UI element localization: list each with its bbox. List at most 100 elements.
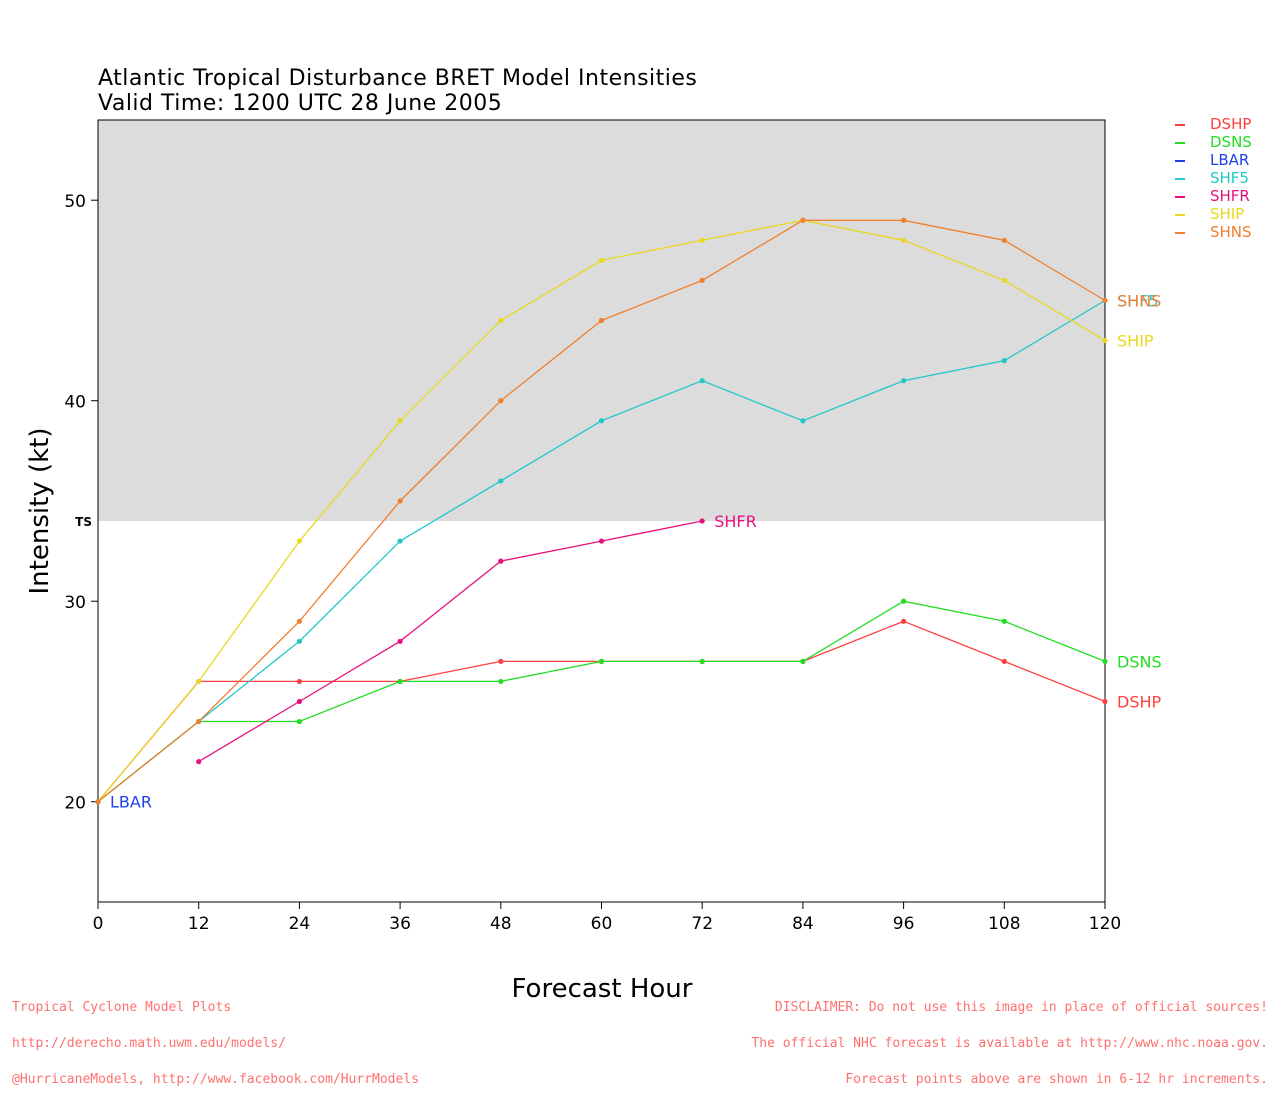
series-dsns: DSNS — [95, 598, 1162, 805]
legend-label: SHF5 — [1210, 169, 1249, 187]
legend-swatch — [1175, 124, 1185, 126]
data-point — [196, 678, 202, 685]
footer-credit-line[interactable]: @HurricaneModels, http://www.facebook.co… — [12, 1072, 419, 1087]
data-point — [901, 237, 907, 243]
x-tick-label: 60 — [591, 914, 613, 934]
data-point — [1102, 698, 1108, 705]
x-tick-label: 24 — [289, 914, 311, 934]
data-point — [498, 678, 504, 685]
data-point — [699, 378, 705, 384]
data-point — [901, 618, 907, 624]
data-point — [800, 418, 806, 424]
data-point — [598, 257, 605, 263]
footer-disclaimer-line: Forecast points above are shown in 6-12 … — [845, 1072, 1268, 1087]
chart-title: Atlantic Tropical Disturbance BRET Model… — [98, 66, 698, 91]
data-point — [498, 478, 504, 484]
data-point — [296, 638, 302, 644]
data-point — [1102, 337, 1108, 344]
legend-label: DSNS — [1210, 133, 1252, 151]
x-tick-label: 108 — [988, 914, 1020, 934]
series-end-label: LBAR — [110, 793, 152, 812]
data-point — [498, 317, 504, 324]
y-tick-label: 20 — [64, 794, 86, 814]
data-point — [699, 237, 705, 243]
series-end-label: DSHP — [1117, 692, 1162, 711]
data-point — [699, 518, 705, 524]
data-point — [296, 718, 302, 725]
legend-item-shf5: SHF5 — [1172, 170, 1272, 188]
data-point — [95, 799, 101, 805]
data-point — [1102, 658, 1108, 664]
x-tick-label: 72 — [691, 914, 713, 934]
data-point — [296, 538, 302, 544]
data-point — [901, 598, 907, 604]
series-shfr: SHFR — [196, 512, 757, 765]
legend-item-ship: SHIP — [1172, 206, 1272, 224]
x-tick-label: 0 — [93, 914, 104, 934]
legend-item-dshp: DSHP — [1172, 116, 1272, 134]
x-tick-label: 120 — [1089, 914, 1121, 934]
x-tick-label: 12 — [188, 914, 210, 934]
y-axis-label: Intensity (kt) — [25, 428, 55, 595]
x-axis-label: Forecast Hour — [512, 974, 693, 1004]
data-point — [598, 317, 605, 324]
series-end-label: SHIP — [1117, 332, 1154, 351]
legend-item-shns: SHNS — [1172, 224, 1272, 242]
data-point — [296, 698, 302, 705]
legend-swatch — [1175, 232, 1185, 234]
legend-item-lbar: LBAR — [1172, 152, 1272, 170]
data-point — [397, 418, 403, 424]
series-line — [97, 620, 1106, 803]
chart-plot: TS 0 12 24 36 48 60 72 84 96 108 120 20 30 40 50 Forecas… — [25, 119, 1162, 1004]
x-tick-label: 48 — [490, 914, 512, 934]
legend-swatch — [1175, 142, 1185, 144]
data-point — [397, 498, 403, 504]
legend-label: DSHP — [1210, 115, 1252, 133]
data-point — [397, 638, 403, 644]
data-point — [901, 378, 907, 384]
data-point — [800, 217, 806, 223]
series-ship: SHIP — [95, 217, 1154, 805]
data-point — [598, 538, 605, 544]
data-point — [498, 398, 504, 404]
legend-label: SHIP — [1210, 205, 1245, 223]
legend-label: SHFR — [1210, 187, 1250, 205]
legend-swatch — [1175, 178, 1185, 180]
legend-item-shfr: SHFR — [1172, 188, 1272, 206]
data-point — [196, 759, 202, 765]
data-point — [1001, 618, 1007, 624]
data-point — [196, 718, 202, 725]
data-point — [1001, 277, 1007, 284]
series-shns: SHNS — [95, 217, 1161, 805]
footer-disclaimer-line: DISCLAIMER: Do not use this image in pla… — [774, 1000, 1268, 1015]
series-end-label: SHNS — [1117, 291, 1161, 310]
data-point — [598, 658, 605, 664]
data-point — [901, 217, 907, 223]
data-point — [1001, 237, 1007, 243]
series-dshp: DSHP — [95, 618, 1162, 805]
data-point — [296, 678, 302, 685]
data-point — [296, 618, 302, 624]
footer-credits: Tropical Cyclone Model Plots http://dere… — [12, 978, 419, 1098]
data-point — [498, 558, 504, 564]
y-tick-label: 30 — [64, 593, 86, 613]
footer-credit-line[interactable]: http://derecho.math.uwm.edu/models/ — [12, 1036, 286, 1051]
legend-item-dsns: DSNS — [1172, 134, 1272, 152]
data-point — [699, 277, 705, 284]
footer-disclaimer: DISCLAIMER: Do not use this image in pla… — [751, 978, 1268, 1098]
data-point — [397, 538, 403, 544]
y-tick-label: 40 — [64, 393, 86, 413]
footer-disclaimer-line: The official NHC forecast is available a… — [751, 1036, 1268, 1051]
series-line — [97, 600, 1106, 803]
legend-swatch — [1175, 214, 1185, 216]
data-point — [1001, 658, 1007, 664]
data-point — [699, 658, 705, 664]
legend-label: LBAR — [1210, 151, 1250, 169]
x-tick-label: 96 — [893, 914, 915, 934]
ts-threshold-label: TS — [75, 515, 92, 529]
series-end-label: SHFR — [714, 512, 757, 531]
data-point — [1102, 297, 1108, 304]
legend-swatch — [1175, 196, 1185, 198]
x-tick-label: 84 — [792, 914, 814, 934]
footer-credit-line: Tropical Cyclone Model Plots — [12, 1000, 232, 1015]
